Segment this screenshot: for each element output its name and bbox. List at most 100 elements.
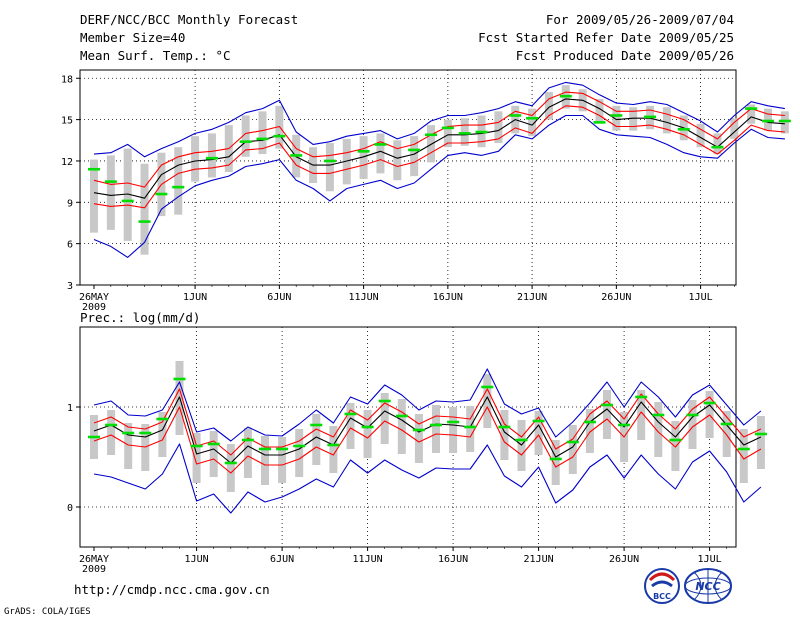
precip-box-10: [261, 436, 269, 485]
temp-box-24: [494, 111, 503, 144]
temp-box-36: [696, 123, 705, 148]
precip-box-18: [397, 399, 406, 454]
temp-box-32: [629, 107, 638, 131]
precip-line-ensemble-max: [93, 368, 762, 442]
temp-box-22: [460, 118, 469, 146]
temp-line-ensemble-max: [93, 81, 785, 158]
temp-box-14: [325, 143, 334, 192]
precip-box-28: [568, 425, 577, 474]
precip-box-6: [192, 433, 201, 483]
footer-grads-credit: GrADS: COLA/IGES: [4, 607, 91, 617]
temp-ytick-label-1: 6: [67, 240, 73, 251]
precip-box-23: [483, 374, 492, 428]
precip-xtick-label-3: 11JUN: [353, 554, 383, 565]
precip-xtick-year: 2009: [82, 564, 106, 575]
precip-box-16: [363, 410, 372, 458]
temp-line-spread-lower: [93, 105, 785, 209]
temp-line-spread-upper: [93, 91, 785, 188]
temp-ytick-label-0: 3: [67, 281, 73, 292]
precip-chart-title: Prec.: log(mm/d): [80, 310, 200, 325]
temp-box-1: [106, 155, 115, 230]
precip-xtick-label-4: 16JUN: [438, 554, 468, 565]
precip-box-38: [739, 429, 748, 483]
precip-line-spread-lower: [93, 406, 762, 474]
header-left-line-3: Mean Surf. Temp.: °C: [80, 48, 231, 63]
temp-ytick-label-4: 15: [61, 116, 73, 127]
ncc-logo-text: NCC: [695, 580, 720, 593]
temp-xtick-label-0: 26MAY: [79, 292, 109, 303]
temp-xtick-label-6: 26JUN: [601, 292, 631, 303]
precip-box-39: [756, 416, 765, 469]
precip-xtick-label-5: 21JUN: [524, 554, 554, 565]
precip-box-8: [226, 444, 235, 492]
precip-box-12: [295, 429, 304, 477]
temp-box-27: [544, 92, 553, 120]
temp-box-30: [595, 98, 604, 123]
temp-box-39: [747, 104, 756, 124]
temp-box-20: [427, 125, 435, 163]
bcc-logo-text: BCC: [653, 592, 671, 601]
precip-line-ensemble-min: [93, 443, 762, 514]
temp-ytick-label-2: 9: [67, 198, 73, 209]
precip-box-33: [654, 402, 663, 457]
precip-box-15: [346, 403, 355, 449]
temp-xtick-label-1: 1JUN: [183, 292, 207, 303]
temp-box-3: [140, 163, 149, 255]
precipitation-chart: 0 1 26MAY 1JUN 6JUN 11JUN 16JUN 21JUN 26JUN 1JUL 2…: [67, 326, 767, 575]
ncc-logo: NCC: [684, 568, 732, 604]
temp-line-ensemble-min: [93, 114, 785, 258]
header-left-line-2: Member Size=40: [80, 30, 185, 45]
temp-box-15: [342, 138, 351, 185]
temp-ytick-label-3: 12: [61, 157, 73, 168]
temp-box-34: [662, 107, 671, 134]
precip-box-19: [414, 414, 423, 463]
precip-box-13: [312, 414, 321, 465]
precip-box-35: [688, 400, 697, 449]
precip-xtick-label-7: 1JUL: [698, 554, 722, 565]
header-right-line-2: Fcst Started Refer Date 2009/05/25: [478, 30, 734, 45]
temp-xtick-label-2: 6JUN: [267, 292, 291, 303]
precip-box-21: [449, 407, 458, 453]
precip-box-17: [380, 393, 389, 444]
bcc-logo: BCC: [644, 568, 680, 604]
precip-ytick-label-0: 0: [67, 503, 73, 514]
temp-xtick-label-7: 1JUL: [689, 292, 713, 303]
precip-line-ensemble-mean: [93, 396, 762, 464]
precip-xtick-label-2: 6JUN: [270, 554, 294, 565]
precip-box-37: [722, 411, 731, 457]
header-left-line-1: DERF/NCC/BCC Monthly Forecast: [80, 12, 298, 27]
header-right-line-1: For 2009/05/26-2009/07/04: [546, 12, 734, 27]
temp-box-7: [207, 133, 216, 178]
precip-box-9: [243, 428, 252, 478]
temp-box-2: [123, 148, 132, 241]
precip-box-1: [107, 410, 116, 455]
precip-box-22: [466, 406, 475, 452]
temp-box-21: [443, 119, 452, 148]
precip-box-20: [432, 405, 440, 453]
temp-box-9: [241, 115, 250, 157]
precip-plot-frame: [79, 326, 737, 548]
precip-box-34: [671, 421, 680, 471]
precip-box-4: [158, 412, 167, 457]
footer-url[interactable]: http://cmdp.ncc.cma.gov.cn: [74, 582, 270, 597]
precip-box-30: [603, 390, 611, 439]
temp-line-ensemble-mean: [93, 98, 785, 199]
temp-box-41: [780, 111, 789, 134]
temp-xtick-label-5: 21JUN: [517, 292, 547, 303]
precip-xtick-label-0: 26MAY: [79, 554, 109, 565]
temp-xtick-label-4: 16JUN: [433, 292, 463, 303]
temp-xtick-year: 2009: [82, 302, 106, 313]
precip-box-7: [209, 431, 218, 477]
precip-ytick-label-1: 1: [67, 403, 73, 414]
precip-box-27: [551, 440, 560, 485]
precip-box-2: [124, 423, 133, 469]
temp-box-18: [393, 140, 402, 181]
temp-box-6: [191, 136, 200, 182]
precip-box-11: [278, 437, 287, 483]
precip-xtick-label-6: 26JUN: [609, 554, 639, 565]
precip-box-32: [637, 390, 646, 440]
temp-box-17: [376, 133, 385, 174]
temp-box-40: [764, 108, 772, 131]
precip-box-24: [500, 410, 509, 460]
